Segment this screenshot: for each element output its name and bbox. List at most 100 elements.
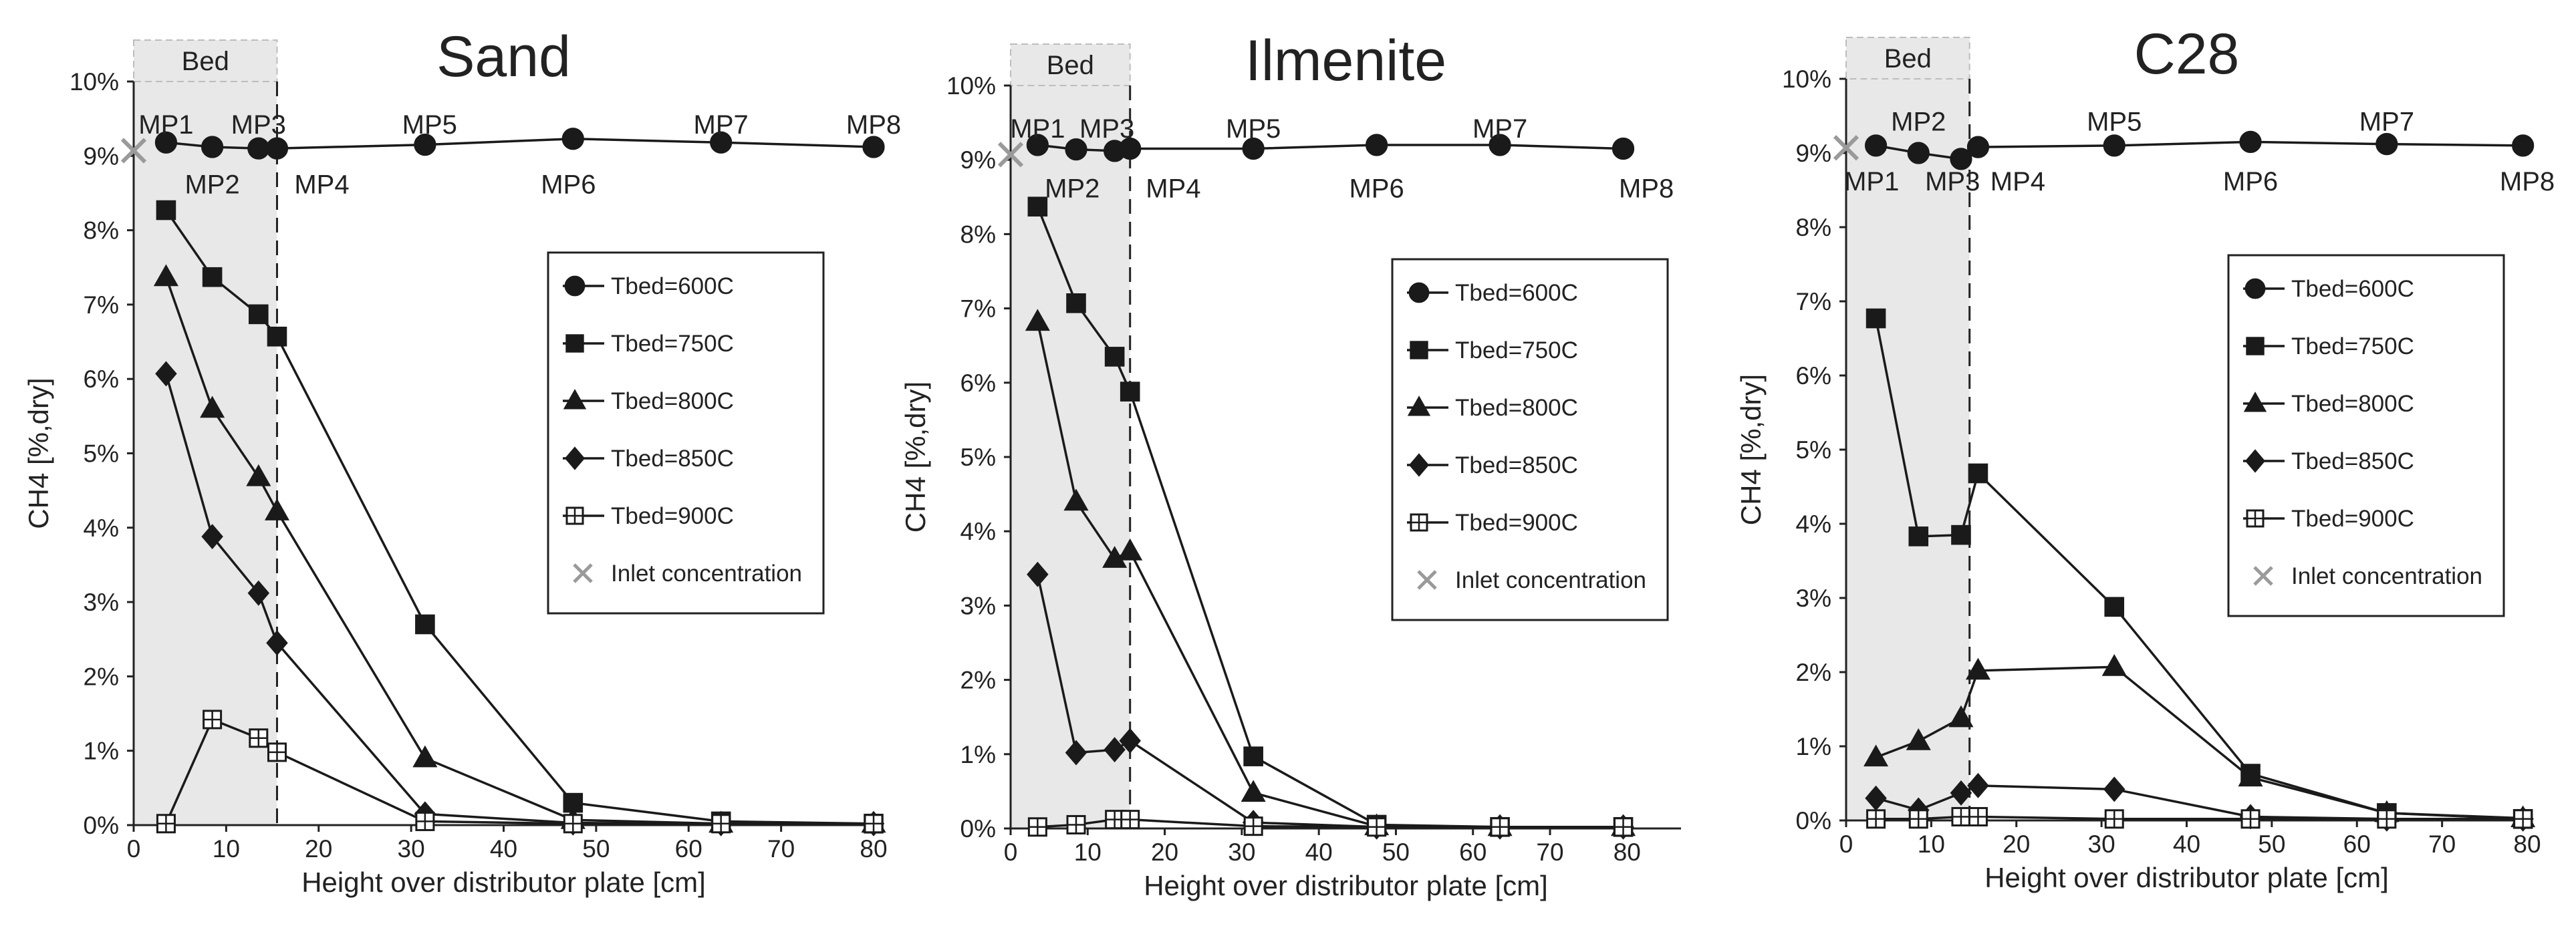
data-point (2238, 764, 2263, 787)
legend-marker (564, 275, 586, 297)
data-point-cross (416, 812, 434, 830)
legend-label: Tbed=900C (611, 503, 734, 529)
x-axis-label: Height over distributor plate [cm] (301, 867, 706, 898)
data-point (414, 133, 436, 156)
mp-label: MP6 (2223, 167, 2278, 196)
mp-label: MP7 (694, 110, 749, 140)
y-tick-label: 2% (960, 667, 996, 694)
y-tick-label: 7% (84, 291, 119, 319)
legend: Tbed=600C Tbed=750C Tbed=800C Tbed=850C Tbed… (1391, 258, 1669, 621)
y-tick-label: 2% (84, 663, 119, 690)
data-point-cross (1067, 816, 1085, 834)
legend-label: Tbed=600C (1455, 280, 1578, 306)
data-point-cross (1029, 818, 1047, 836)
data-point (862, 136, 885, 158)
data-point-cross (1614, 818, 1632, 836)
y-tick-label: 10% (946, 72, 996, 100)
y-tick-label: 6% (1796, 362, 1831, 390)
data-point (1950, 780, 1972, 806)
legend-box (547, 251, 825, 615)
x-tick-label: 20 (1151, 838, 1178, 866)
legend-label: Tbed=850C (1455, 452, 1578, 478)
y-tick-label: 8% (84, 217, 119, 245)
bed-label: Bed (1047, 51, 1094, 80)
data-point (267, 326, 287, 347)
data-point-cross (865, 814, 882, 832)
legend-label: Tbed=600C (611, 273, 734, 299)
legend-marker (2243, 392, 2267, 412)
data-point (1118, 538, 1143, 561)
data-point-cross (2242, 810, 2260, 828)
mp-label: MP1 (1844, 167, 1899, 196)
y-tick-label: 4% (1796, 510, 1831, 538)
legend-marker (2244, 449, 2266, 473)
mp-label: MP5 (402, 110, 457, 140)
data-point-cross (564, 814, 582, 832)
x-tick-label: 10 (1074, 838, 1102, 866)
y-tick-label: 9% (84, 142, 119, 170)
mp-label: MP1 (1010, 114, 1065, 144)
data-point (2101, 654, 2127, 676)
data-point (1907, 142, 1930, 164)
data-point (201, 524, 223, 550)
x-tick-label: 60 (675, 835, 702, 863)
mp-label: MP6 (1349, 174, 1404, 203)
data-point (1864, 134, 1888, 157)
y-axis-label: CH4 [%,dry] (900, 381, 931, 532)
data-point (249, 304, 269, 325)
data-point (1120, 381, 1140, 402)
y-tick-label: 5% (1796, 436, 1831, 464)
legend-inlet-marker (1417, 570, 1437, 590)
data-point (415, 614, 435, 635)
x-tick-label: 60 (2343, 830, 2371, 858)
data-point-cross (2514, 810, 2532, 828)
y-tick-label: 0% (84, 812, 119, 839)
mp-label: MP4 (1990, 167, 2045, 196)
data-point (1908, 526, 1929, 547)
x-tick-label: 30 (398, 835, 425, 863)
series-Tbed=600C (154, 128, 885, 160)
data-point (1243, 746, 1263, 766)
data-point (246, 464, 271, 486)
legend-marker-cross (1411, 514, 1427, 530)
x-tick-label: 0 (127, 835, 141, 863)
data-point (264, 498, 290, 520)
mp-label: MP8 (1619, 174, 1674, 203)
x-tick-label: 40 (2173, 830, 2200, 858)
y-tick-label: 4% (960, 518, 996, 545)
data-point (1967, 772, 1989, 798)
x-tick-label: 70 (767, 835, 795, 863)
data-point-cross (712, 814, 730, 832)
data-point-cross (249, 729, 267, 747)
inlet-marker (120, 138, 147, 164)
legend-marker (564, 446, 586, 470)
data-point (1119, 137, 1142, 160)
legend-label: Tbed=800C (2291, 391, 2414, 417)
legend-inlet-marker (2253, 566, 2273, 586)
data-point (1241, 780, 1266, 802)
data-point-cross (1952, 808, 1970, 826)
mp-label: MP2 (1891, 108, 1946, 137)
y-axis-label: CH4 [%,dry] (1735, 374, 1767, 525)
legend-label: Tbed=750C (2291, 333, 2414, 359)
data-point (1863, 744, 1889, 767)
data-point-cross (1910, 810, 1928, 828)
data-point (1489, 134, 1511, 156)
legend-label: Tbed=850C (2291, 448, 2414, 474)
mp-label: MP4 (1146, 174, 1200, 203)
data-point (1065, 740, 1087, 766)
data-point (1104, 737, 1126, 763)
data-point (155, 361, 177, 387)
legend: Tbed=600C Tbed=750C Tbed=800C Tbed=850C Tbed… (547, 251, 825, 615)
data-point (1027, 561, 1049, 587)
chart-panel-1: Bed 0% 1% 2% 3% 4% 5% 6% 7% 8% 9% 10% 0 10 20 30 40 50 60 7… (23, 25, 901, 898)
data-point-cross (2377, 810, 2396, 828)
data-point (2104, 597, 2125, 617)
legend-label: Tbed=750C (1455, 337, 1578, 363)
inlet-marker (1833, 135, 1859, 161)
data-point-cross (2105, 810, 2123, 828)
legend-marker (563, 389, 587, 410)
legend: Tbed=600C Tbed=750C Tbed=800C Tbed=850C Tbed… (2227, 254, 2505, 617)
mp-label: MP3 (1079, 114, 1134, 144)
data-point (1951, 524, 1971, 545)
